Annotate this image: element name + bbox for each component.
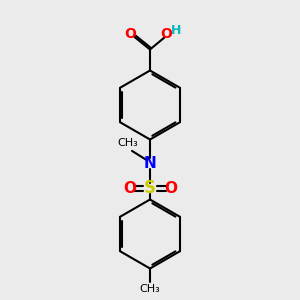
Text: O: O — [124, 28, 136, 41]
Text: CH₃: CH₃ — [140, 284, 160, 294]
Text: CH₃: CH₃ — [117, 137, 138, 148]
Text: O: O — [123, 181, 136, 196]
Text: O: O — [160, 28, 172, 41]
Text: N: N — [144, 156, 156, 171]
Text: H: H — [171, 24, 181, 38]
Text: S: S — [144, 179, 156, 197]
Text: O: O — [164, 181, 177, 196]
